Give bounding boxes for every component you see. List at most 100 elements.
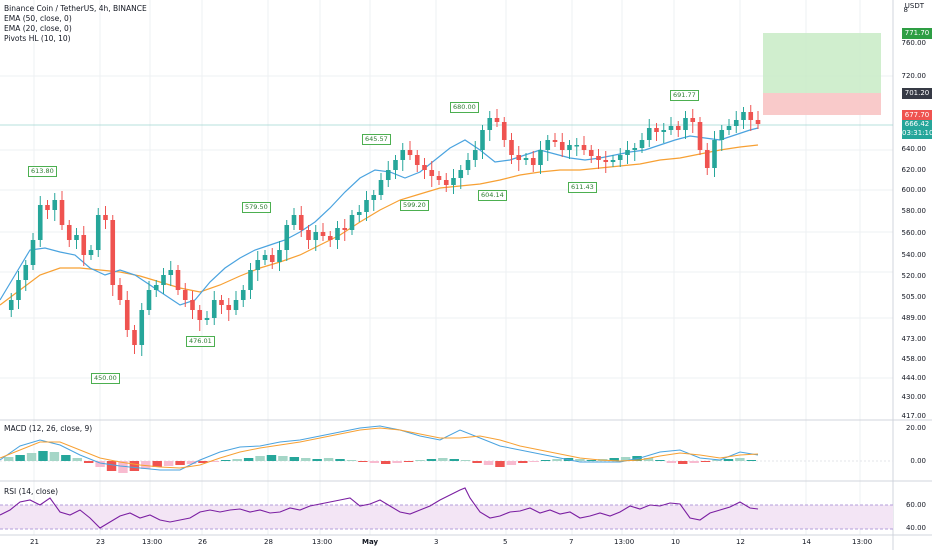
candle-body <box>132 330 137 345</box>
macd-hist-bar <box>392 461 402 463</box>
macd-hist-bar <box>4 457 14 461</box>
axis-label: 600.00 <box>901 186 927 194</box>
axis-label: 458.00 <box>901 355 927 363</box>
chart-title-legend[interactable]: Binance Coin / TetherUS, 4h, BINANCE EMA… <box>4 4 147 44</box>
macd-hist-bar <box>152 461 162 467</box>
macd-hist-bar <box>540 460 551 461</box>
macd-hist-bar <box>700 461 711 462</box>
candle-body <box>327 236 333 240</box>
macd-hist-bar <box>518 461 528 463</box>
rsi-pane <box>0 487 893 530</box>
candle-body <box>567 145 572 150</box>
rsi-legend[interactable]: RSI (14, close) <box>4 487 59 496</box>
date-label: 13:00 <box>614 538 635 546</box>
last-price-tag: 666.42 03:31:10 <box>902 120 932 139</box>
stop-price-tag: 701.20 <box>902 88 932 99</box>
candle-body <box>117 285 123 300</box>
candle-body <box>741 112 746 120</box>
candle-body <box>683 118 688 130</box>
candle-body <box>371 195 377 200</box>
ema20-legend[interactable]: EMA (20, close, 0) <box>4 24 72 33</box>
candle-body <box>146 290 152 310</box>
pivot-low-label: 604.14 <box>478 190 507 201</box>
date-label: 13:00 <box>142 538 163 546</box>
ema50-legend[interactable]: EMA (50, close, 0) <box>4 14 72 23</box>
date-label: 13:00 <box>852 538 873 546</box>
candle-body <box>342 228 348 230</box>
macd-hist-bar <box>666 461 677 463</box>
candle-body <box>37 205 43 240</box>
macd-hist-bar <box>232 459 242 461</box>
axis-label: 620.00 <box>901 166 927 174</box>
candle-body <box>45 205 50 210</box>
candle-body <box>443 180 449 185</box>
macd-hist-bar <box>163 461 174 466</box>
macd-hist-bar <box>426 459 437 461</box>
candle-body <box>240 290 246 300</box>
symbol-title[interactable]: Binance Coin / TetherUS, 4h, BINANCE <box>4 4 147 13</box>
axis-label: 720.00 <box>901 72 927 80</box>
macd-hist-bar <box>141 461 151 469</box>
candle-body <box>588 150 594 156</box>
candle-body <box>414 155 420 165</box>
candle-body <box>197 310 203 320</box>
macd-hist-bar <box>312 459 322 461</box>
candle-body <box>552 140 558 142</box>
candle-body <box>269 255 275 262</box>
macd-hist-bar <box>575 459 585 461</box>
macd-hist-bar <box>301 458 311 461</box>
candle-body <box>596 156 601 160</box>
pivots-legend[interactable]: Pivots HL (10, 10) <box>4 34 71 43</box>
pivot-high-label: 579.50 <box>242 202 271 213</box>
candle-body <box>429 170 435 176</box>
candle-body <box>661 130 667 132</box>
candle-body <box>625 150 630 155</box>
candle-body <box>211 300 217 318</box>
axis-label: 430.00 <box>901 393 927 401</box>
pivot-high-label: 680.00 <box>450 102 479 113</box>
candle-body <box>168 270 174 275</box>
candle-body <box>668 126 674 130</box>
loss-zone[interactable] <box>763 93 881 115</box>
ema50-line <box>0 144 759 306</box>
macd-axis-label: 20.00 <box>905 424 926 432</box>
candle-body <box>30 240 36 265</box>
candle-body <box>458 170 464 178</box>
pivot-low-label: 450.00 <box>91 373 120 384</box>
candle-body <box>74 235 79 240</box>
candle-body <box>313 232 319 240</box>
macd-legend[interactable]: MACD (12, 26, close, 9) <box>4 424 93 433</box>
macd-hist-bar <box>712 460 722 461</box>
candle-body <box>617 155 623 160</box>
macd-hist-bar <box>460 460 471 461</box>
candle-body <box>451 178 456 185</box>
candle-body <box>139 310 145 345</box>
candle-body <box>465 160 471 170</box>
macd-hist-bar <box>198 461 208 463</box>
macd-hist-bar <box>346 460 357 461</box>
candle-body <box>654 128 659 132</box>
candle-body <box>23 265 29 280</box>
candle-body <box>538 150 543 165</box>
candle-body <box>262 255 268 260</box>
candle-body <box>255 260 261 270</box>
macd-hist-bar <box>723 459 734 461</box>
date-label: 13:00 <box>312 538 333 546</box>
axis-label: 540.00 <box>901 251 927 259</box>
macd-axis-label: 0.00 <box>910 457 926 465</box>
candles[interactable] <box>8 105 761 356</box>
candle-body <box>603 160 609 162</box>
macd-hist-bar <box>735 458 745 461</box>
macd-hist-bar <box>221 460 231 461</box>
candle-body <box>494 118 500 122</box>
last-price: 666.42 <box>904 120 930 128</box>
macd-hist-bar <box>678 461 688 464</box>
date-label: 21 <box>30 538 39 546</box>
profit-zone[interactable] <box>763 33 881 93</box>
macd-hist-bar <box>129 461 140 471</box>
signal-line <box>0 427 759 469</box>
candle-body <box>393 160 398 170</box>
candle-body <box>574 145 580 147</box>
axis-label: 520.00 <box>901 272 927 280</box>
